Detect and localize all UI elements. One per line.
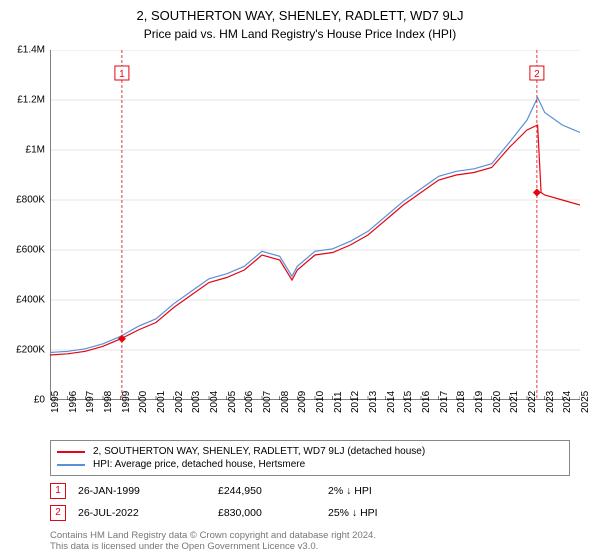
x-tick-label: 2014 <box>386 391 397 413</box>
table-row: 2 26-JUL-2022 £830,000 25% ↓ HPI <box>50 502 570 524</box>
chart: 12 £0£200K£400K£600K£800K£1M£1.2M£1.4M19… <box>50 50 580 400</box>
sale-marker-icon: 1 <box>50 483 66 499</box>
x-tick-label: 1998 <box>103 391 114 413</box>
legend-item: HPI: Average price, detached house, Hert… <box>57 458 563 471</box>
page-title: 2, SOUTHERTON WAY, SHENLEY, RADLETT, WD7… <box>0 0 600 23</box>
sale-price: £830,000 <box>218 507 328 519</box>
sale-date: 26-JAN-1999 <box>78 485 218 497</box>
page-subtitle: Price paid vs. HM Land Registry's House … <box>0 23 600 41</box>
x-tick-label: 2006 <box>244 391 255 413</box>
x-tick-label: 2018 <box>456 391 467 413</box>
legend-label: HPI: Average price, detached house, Hert… <box>93 459 305 470</box>
svg-text:1: 1 <box>119 69 125 80</box>
legend-swatch <box>57 464 85 466</box>
x-tick-label: 2009 <box>297 391 308 413</box>
x-tick-label: 2008 <box>280 391 291 413</box>
x-tick-label: 1997 <box>85 391 96 413</box>
footer-line: Contains HM Land Registry data © Crown c… <box>50 530 376 541</box>
footer: Contains HM Land Registry data © Crown c… <box>50 530 376 553</box>
x-tick-label: 2024 <box>562 391 573 413</box>
y-tick-label: £0 <box>34 395 45 406</box>
x-tick-label: 1999 <box>121 391 132 413</box>
sale-marker-icon: 2 <box>50 505 66 521</box>
x-tick-label: 2013 <box>368 391 379 413</box>
y-tick-label: £200K <box>16 345 45 356</box>
x-tick-label: 2005 <box>227 391 238 413</box>
legend-label: 2, SOUTHERTON WAY, SHENLEY, RADLETT, WD7… <box>93 446 425 457</box>
x-tick-label: 2001 <box>156 391 167 413</box>
x-tick-label: 2023 <box>545 391 556 413</box>
x-tick-label: 2017 <box>439 391 450 413</box>
y-tick-label: £1M <box>26 145 45 156</box>
sales-table: 1 26-JAN-1999 £244,950 2% ↓ HPI 2 26-JUL… <box>50 480 570 524</box>
y-tick-label: £600K <box>16 245 45 256</box>
sale-date: 26-JUL-2022 <box>78 507 218 519</box>
y-tick-label: £800K <box>16 195 45 206</box>
y-tick-label: £1.4M <box>17 45 45 56</box>
x-tick-label: 1996 <box>68 391 79 413</box>
legend-swatch <box>57 451 85 453</box>
x-tick-label: 2000 <box>138 391 149 413</box>
x-tick-label: 2020 <box>492 391 503 413</box>
x-tick-label: 2012 <box>350 391 361 413</box>
y-tick-label: £1.2M <box>17 95 45 106</box>
sale-price: £244,950 <box>218 485 328 497</box>
table-row: 1 26-JAN-1999 £244,950 2% ↓ HPI <box>50 480 570 502</box>
x-tick-label: 2004 <box>209 391 220 413</box>
x-tick-label: 1995 <box>50 391 61 413</box>
x-tick-label: 2019 <box>474 391 485 413</box>
x-tick-label: 2010 <box>315 391 326 413</box>
x-tick-label: 2016 <box>421 391 432 413</box>
x-tick-label: 2003 <box>191 391 202 413</box>
x-tick-label: 2011 <box>333 391 344 413</box>
x-tick-label: 2022 <box>527 391 538 413</box>
chart-svg: 12 <box>50 50 580 400</box>
legend-item: 2, SOUTHERTON WAY, SHENLEY, RADLETT, WD7… <box>57 445 563 458</box>
x-tick-label: 2007 <box>262 391 273 413</box>
sale-vs-hpi: 25% ↓ HPI <box>328 507 428 519</box>
x-tick-label: 2021 <box>509 391 520 413</box>
x-tick-label: 2002 <box>174 391 185 413</box>
x-tick-label: 2015 <box>403 391 414 413</box>
footer-line: This data is licensed under the Open Gov… <box>50 541 376 552</box>
y-tick-label: £400K <box>16 295 45 306</box>
legend: 2, SOUTHERTON WAY, SHENLEY, RADLETT, WD7… <box>50 440 570 476</box>
x-tick-label: 2025 <box>580 391 591 413</box>
svg-text:2: 2 <box>534 69 540 80</box>
sale-vs-hpi: 2% ↓ HPI <box>328 485 428 497</box>
